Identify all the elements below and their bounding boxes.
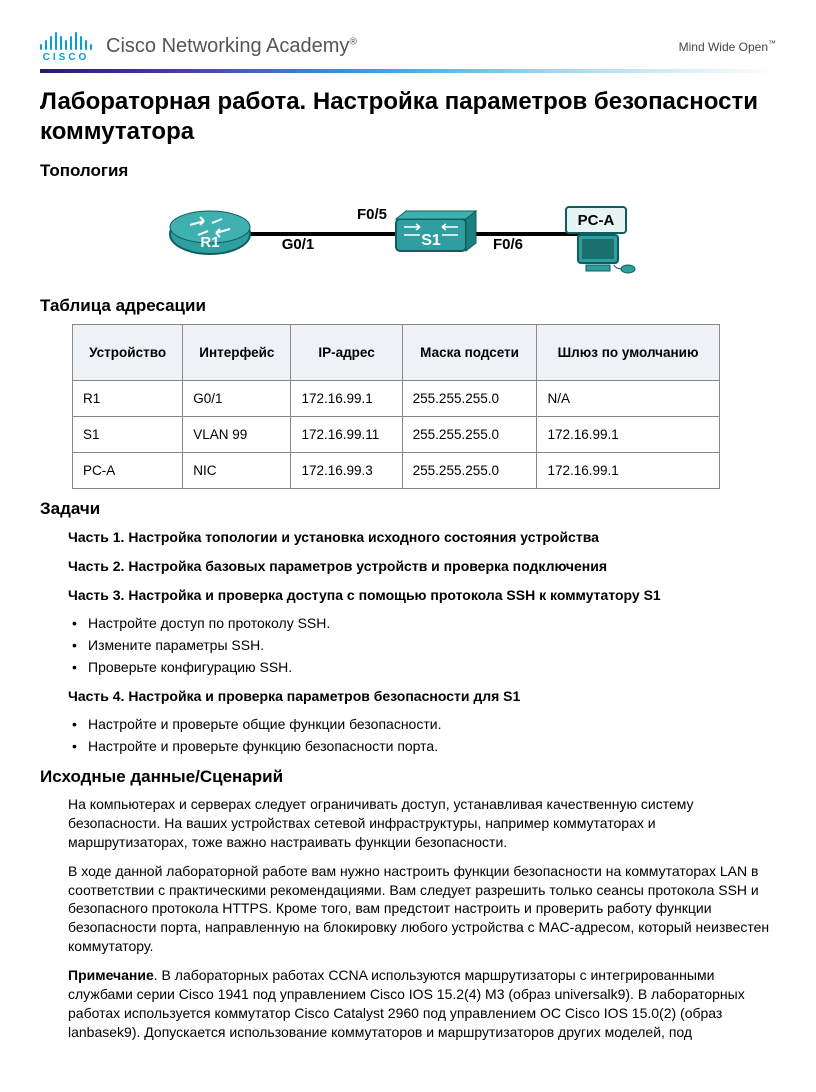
logo-bar — [55, 32, 57, 50]
pc-label: PC-A — [578, 212, 615, 229]
logo-bar — [50, 36, 52, 50]
tasks-heading: Задачи — [40, 499, 776, 519]
part-2: Часть 2. Настройка базовых параметров ус… — [68, 556, 776, 577]
table-header: Маска подсети — [402, 325, 537, 381]
table-row: PC-ANIC172.16.99.3255.255.255.0172.16.99… — [73, 453, 720, 489]
table-header: Интерфейс — [183, 325, 291, 381]
note-label: Примечание — [68, 967, 154, 983]
table-header-row: УстройствоИнтерфейсIP-адресМаска подсети… — [73, 325, 720, 381]
g01-label: G0/1 — [282, 236, 315, 253]
list-item: Настройте доступ по протоколу SSH. — [68, 612, 776, 634]
table-cell: 172.16.99.1 — [291, 381, 402, 417]
table-header: Шлюз по умолчанию — [537, 325, 719, 381]
table-row: S1VLAN 99172.16.99.11255.255.255.0172.16… — [73, 417, 720, 453]
header-divider — [40, 69, 776, 73]
logo-bar — [65, 40, 67, 50]
topology-heading: Топология — [40, 161, 776, 181]
part-1: Часть 1. Настройка топологии и установка… — [68, 527, 776, 548]
scenario-content: На компьютерах и серверах следует ограни… — [40, 795, 776, 1042]
tagline: Mind Wide Open™ — [679, 39, 776, 54]
table-cell: PC-A — [73, 453, 183, 489]
part-4: Часть 4. Настройка и проверка параметров… — [68, 686, 776, 707]
note-text: . В лабораторных работах CCNA используют… — [68, 967, 745, 1040]
logo-bar — [70, 36, 72, 50]
table-cell: 172.16.99.11 — [291, 417, 402, 453]
scenario-p2: В ходе данной лабораторной работе вам ну… — [68, 862, 776, 956]
academy-title: Cisco Networking Academy® — [106, 35, 357, 58]
pc-base — [586, 265, 610, 271]
table-header: IP-адрес — [291, 325, 402, 381]
table-cell: 172.16.99.3 — [291, 453, 402, 489]
logo-bar — [90, 44, 92, 50]
page-header: CISCO Cisco Networking Academy® Mind Wid… — [40, 30, 776, 69]
logo-bar — [45, 40, 47, 50]
table-cell: NIC — [183, 453, 291, 489]
academy-text: Cisco Networking Academy — [106, 35, 349, 57]
logo-bar — [85, 40, 87, 50]
scenario-heading: Исходные данные/Сценарий — [40, 767, 776, 787]
table-cell: 172.16.99.1 — [537, 453, 719, 489]
logo-bar — [80, 36, 82, 50]
page: CISCO Cisco Networking Academy® Mind Wid… — [0, 0, 816, 1092]
logo-bar — [75, 32, 77, 50]
router-label: R1 — [200, 234, 219, 251]
f06-label: F0/6 — [493, 236, 523, 253]
registered-mark: ® — [349, 36, 356, 47]
addressing-heading: Таблица адресации — [40, 296, 776, 316]
list-item: Настройте и проверьте общие функции безо… — [68, 713, 776, 735]
table-cell: 172.16.99.1 — [537, 417, 719, 453]
page-title: Лабораторная работа. Настройка параметро… — [40, 87, 776, 147]
mouse-icon — [621, 265, 635, 273]
cisco-logo-text: CISCO — [43, 52, 90, 63]
scenario-note: Примечание. В лабораторных работах CCNA … — [68, 966, 776, 1042]
topology-diagram: R1 G0/1 F0/5 S1 F0/6 PC-A — [40, 189, 776, 284]
table-cell: VLAN 99 — [183, 417, 291, 453]
table-cell: N/A — [537, 381, 719, 417]
part-3: Часть 3. Настройка и проверка доступа с … — [68, 585, 776, 606]
topology-svg: R1 G0/1 F0/5 S1 F0/6 PC-A — [148, 189, 668, 279]
list-item: Измените параметры SSH. — [68, 634, 776, 656]
switch-label: S1 — [421, 232, 441, 249]
table-row: R1G0/1172.16.99.1255.255.255.0N/A — [73, 381, 720, 417]
f05-label: F0/5 — [357, 206, 387, 223]
list-item: Проверьте конфигурацию SSH. — [68, 656, 776, 678]
table-cell: 255.255.255.0 — [402, 417, 537, 453]
tagline-text: Mind Wide Open — [679, 40, 768, 54]
table-header: Устройство — [73, 325, 183, 381]
tm-mark: ™ — [768, 39, 776, 48]
part-4-list: Настройте и проверьте общие функции безо… — [68, 713, 776, 757]
logo-block: CISCO Cisco Networking Academy® — [40, 30, 357, 63]
table-cell: G0/1 — [183, 381, 291, 417]
part-3-list: Настройте доступ по протоколу SSH.Измени… — [68, 612, 776, 678]
list-item: Настройте и проверьте функцию безопаснос… — [68, 735, 776, 757]
tasks-content: Часть 1. Настройка топологии и установка… — [40, 527, 776, 757]
table-cell: 255.255.255.0 — [402, 381, 537, 417]
logo-bar — [40, 44, 42, 50]
logo-bars — [40, 30, 92, 50]
table-cell: 255.255.255.0 — [402, 453, 537, 489]
cisco-logo: CISCO — [40, 30, 92, 63]
logo-bar — [60, 36, 62, 50]
scenario-p1: На компьютерах и серверах следует ограни… — [68, 795, 776, 852]
table-cell: R1 — [73, 381, 183, 417]
table-cell: S1 — [73, 417, 183, 453]
addressing-table: УстройствоИнтерфейсIP-адресМаска подсети… — [72, 324, 720, 489]
